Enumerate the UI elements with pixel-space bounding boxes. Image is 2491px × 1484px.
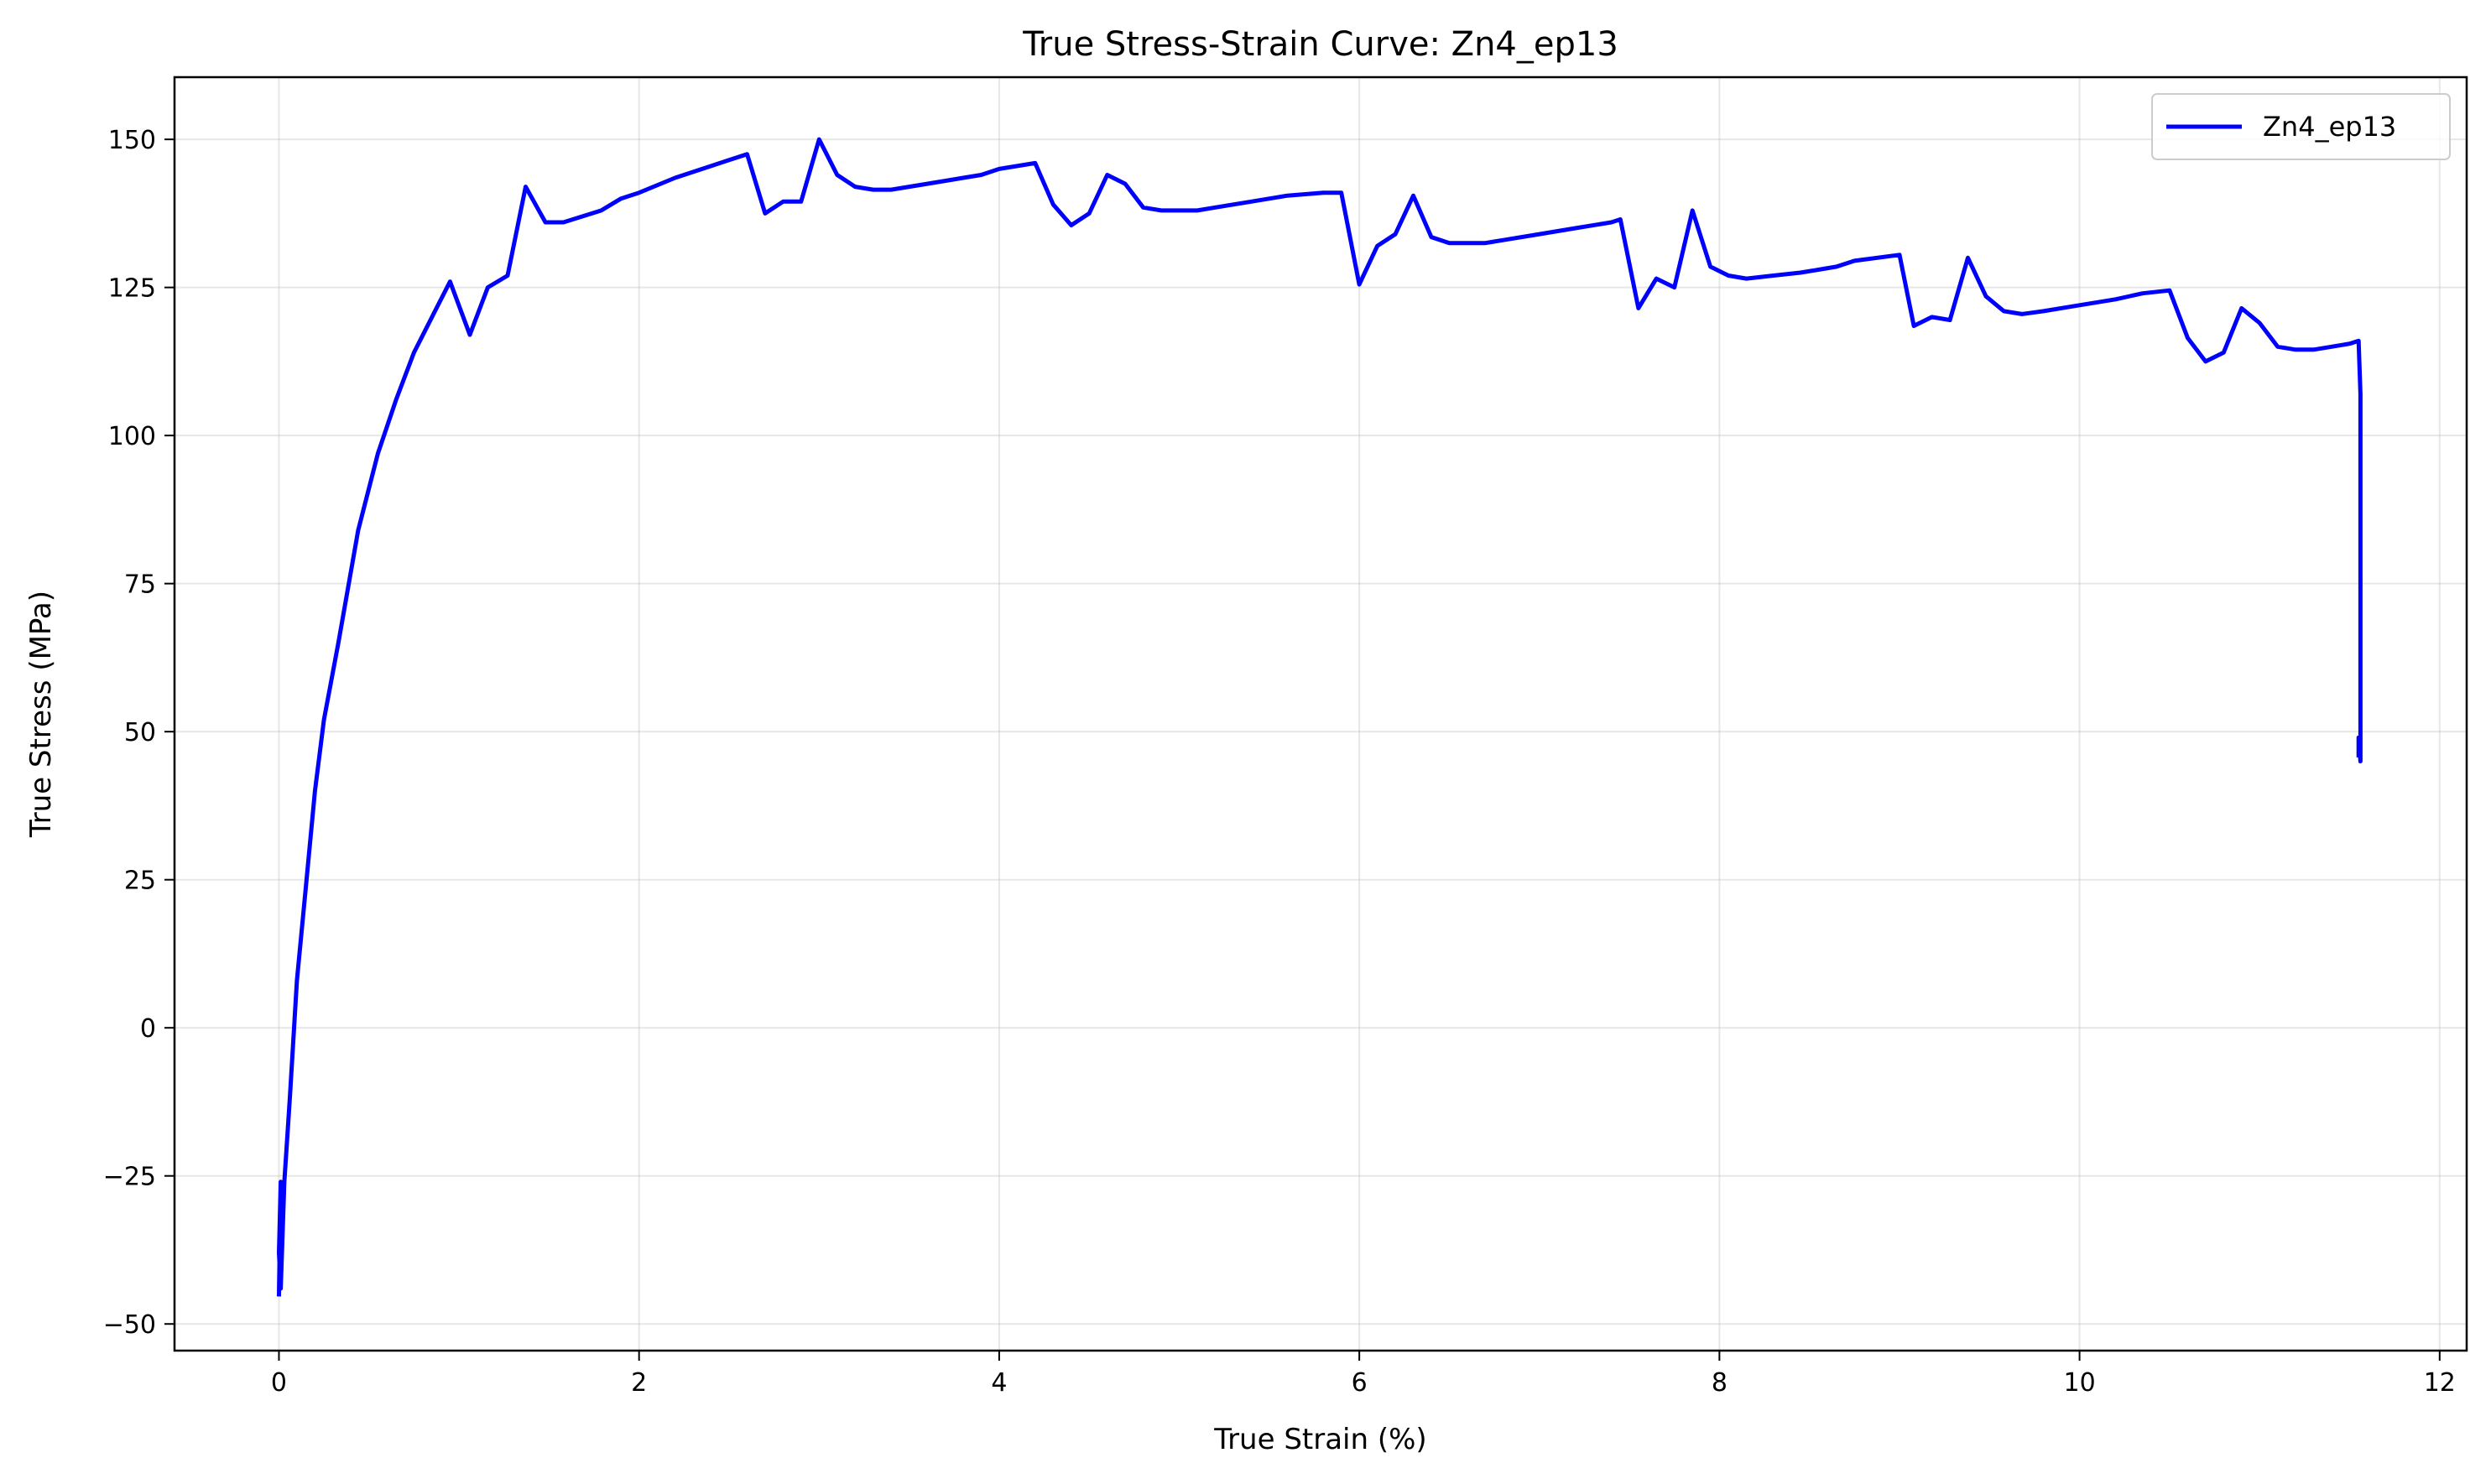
grid-lines — [175, 77, 2467, 1351]
x-tick-label: 10 — [2063, 1368, 2095, 1398]
y-tick-label: −50 — [103, 1310, 156, 1340]
y-tick-label: 50 — [124, 718, 156, 747]
x-tick-label: 2 — [631, 1368, 647, 1398]
y-tick-label: 0 — [140, 1014, 156, 1044]
x-axis-label: True Strain (%) — [1213, 1423, 1426, 1456]
x-tick-label: 6 — [1352, 1368, 1368, 1398]
legend: Zn4_ep13 — [2151, 93, 2451, 160]
y-tick-label: 100 — [108, 422, 156, 451]
plot-frame — [173, 76, 2468, 1352]
x-tick-label: 8 — [1712, 1368, 1728, 1398]
chart-title: True Stress-Strain Curve: Zn4_ep13 — [1022, 25, 1618, 64]
legend-box — [2151, 93, 2451, 160]
y-tick-label: 150 — [108, 126, 156, 155]
legend-entry-zn4-ep13: Zn4_ep13 — [2263, 111, 2396, 143]
axis-ticks: 0 2 4 6 8 10 12 −50 −25 0 25 50 75 100 125 150 — [103, 126, 2456, 1398]
x-tick-label: 4 — [991, 1368, 1007, 1398]
series-line-0 — [276, 137, 2363, 1297]
x-tick-label: 12 — [2424, 1368, 2456, 1398]
x-tick-label: 0 — [271, 1368, 287, 1398]
y-tick-label: −25 — [103, 1163, 156, 1192]
series-layer — [276, 137, 2363, 1297]
y-tick-label: 75 — [124, 570, 156, 600]
y-tick-label: 25 — [124, 867, 156, 896]
y-tick-label: 125 — [108, 274, 156, 304]
y-axis-label: True Stress (MPa) — [24, 591, 58, 838]
